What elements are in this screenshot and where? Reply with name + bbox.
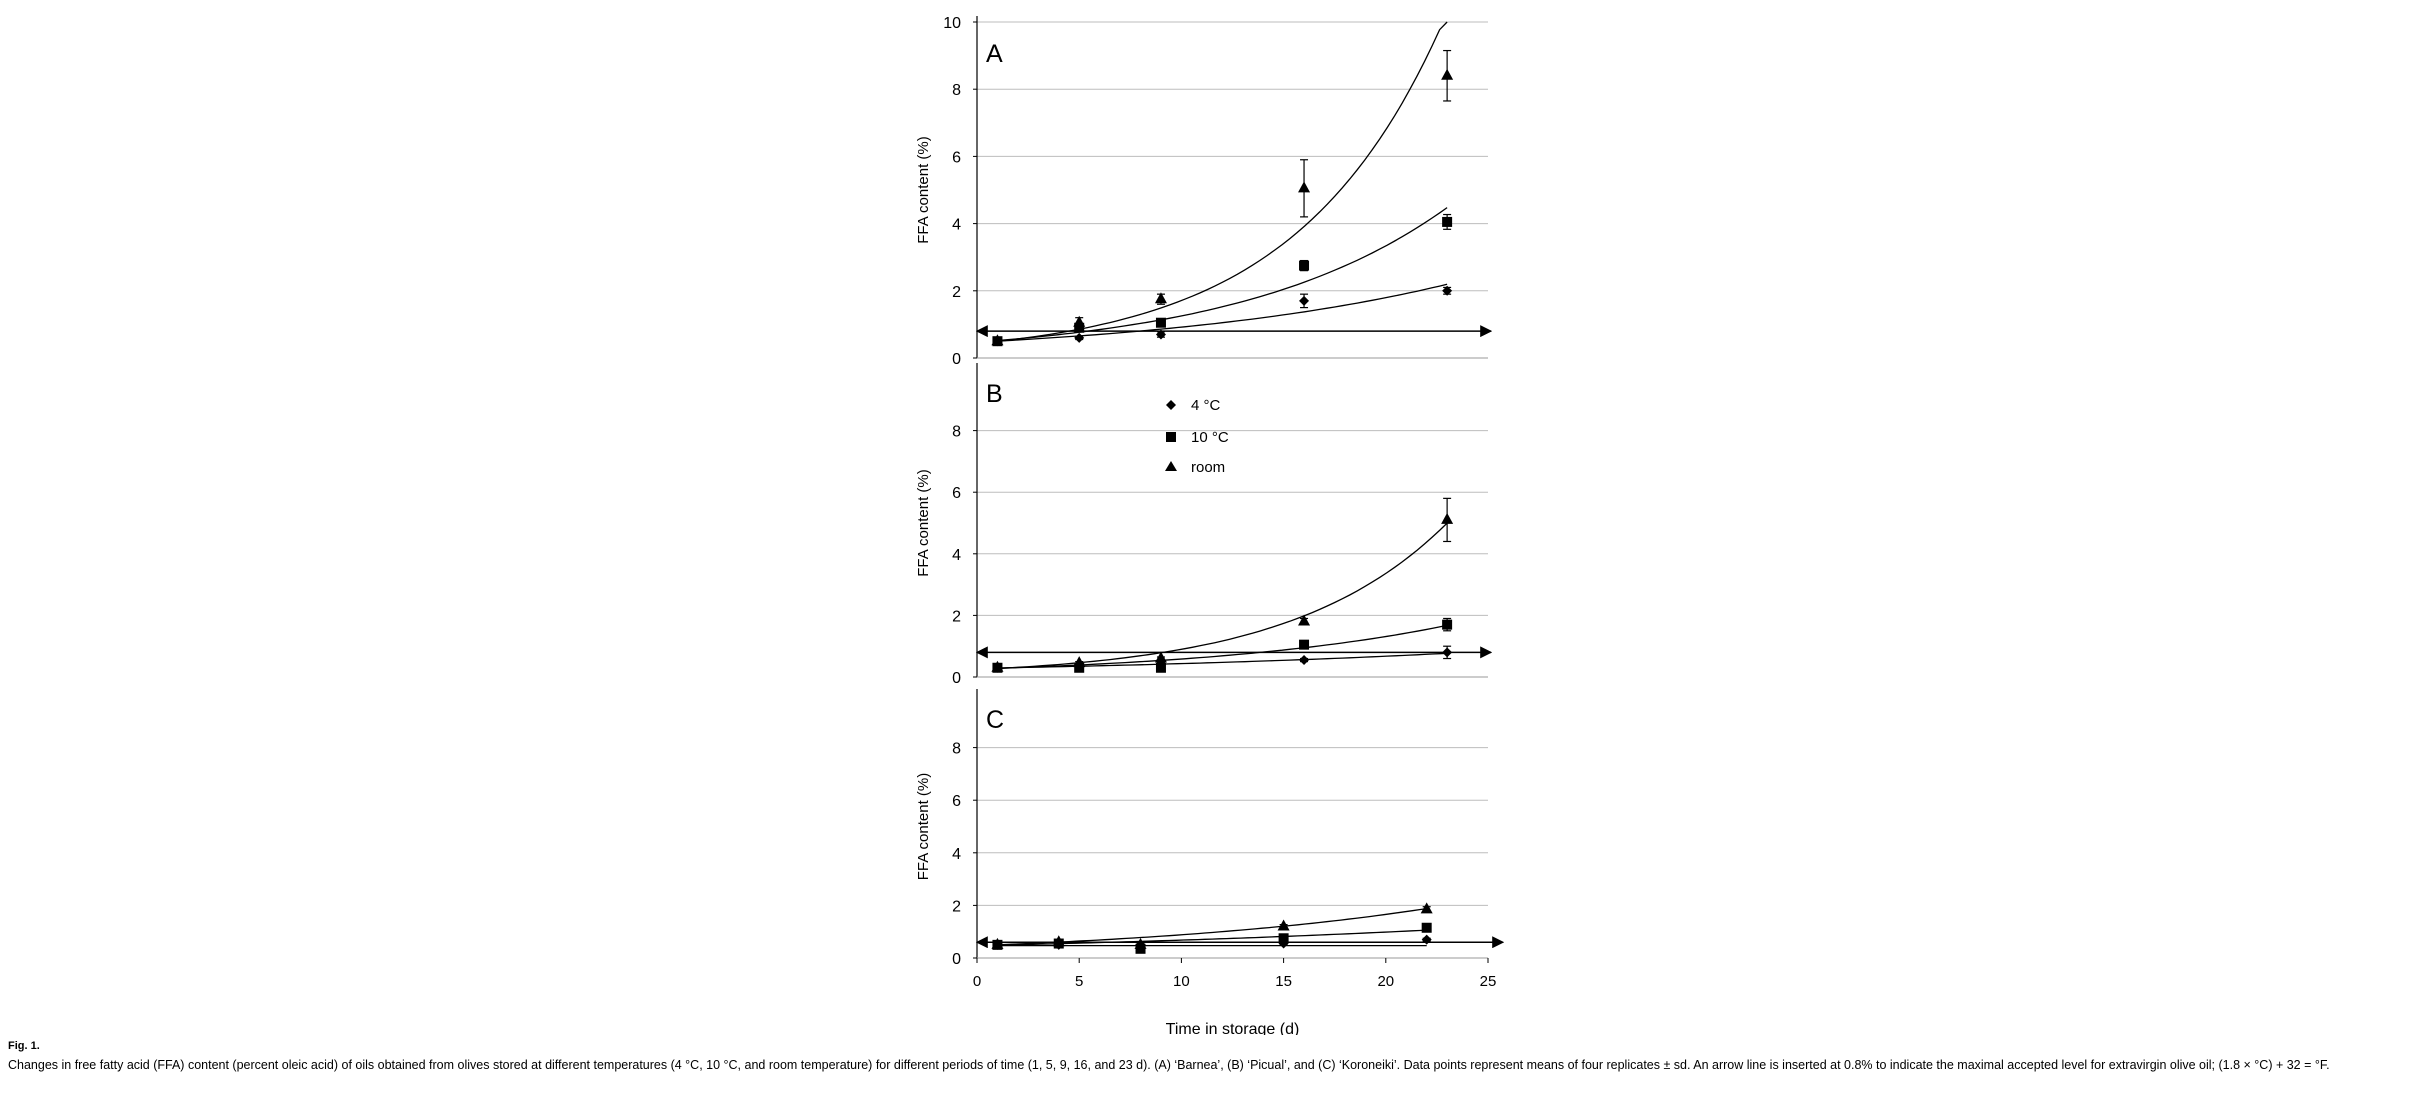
y-axis-label: FFA content (%) <box>915 469 932 577</box>
data-point-triangle <box>1420 902 1433 914</box>
trend-line <box>997 652 1448 669</box>
y-tick-label: 6 <box>952 485 961 502</box>
y-tick-label: 0 <box>952 670 961 687</box>
data-point-square <box>1421 922 1432 933</box>
legend-label: 10 °C <box>1191 429 1229 446</box>
data-point-diamond <box>1155 329 1166 340</box>
series-triangle <box>991 497 1454 672</box>
figure-label: Fig. 1. <box>8 1040 40 1052</box>
panel-label: A <box>986 40 1003 68</box>
legend-marker-square <box>1166 432 1176 442</box>
trend-line <box>997 929 1427 946</box>
x-tick-label: 0 <box>973 973 981 990</box>
y-tick-label: 2 <box>952 608 961 625</box>
figure-chart: 0 2 4 6 8 10 FFA content (%) A 0 2 4 6 8 FFA content … <box>915 15 1505 1035</box>
y-axis-label: FFA content (%) <box>915 773 932 881</box>
series-diamond <box>992 645 1453 673</box>
data-point-triangle <box>1052 935 1065 947</box>
y-tick-label: 0 <box>952 351 961 368</box>
y-tick-label: 4 <box>952 846 961 863</box>
y-tick-label: 8 <box>952 82 961 99</box>
data-point-square <box>1074 662 1085 673</box>
data-point-triangle <box>991 937 1004 949</box>
legend-marker-triangle <box>1165 461 1177 471</box>
data-point-diamond <box>1442 285 1453 296</box>
trend-line <box>997 522 1448 670</box>
trend-line <box>997 907 1427 946</box>
panel-B: 0 2 4 6 8 FFA content (%) B 4 °C 10 °C room <box>915 363 1493 687</box>
x-tick-label: 25 <box>1480 973 1497 990</box>
legend-label: 4 °C <box>1191 397 1221 414</box>
trend-line <box>997 21 1448 343</box>
data-point-diamond <box>1421 934 1432 945</box>
y-tick-label: 2 <box>952 284 961 301</box>
y-tick-label: 8 <box>952 424 961 441</box>
data-point-diamond <box>1299 655 1310 666</box>
data-point-square <box>1278 933 1289 944</box>
trend-line <box>997 283 1448 342</box>
y-tick-label: 0 <box>952 951 961 968</box>
data-point-triangle <box>1298 181 1311 193</box>
data-point-triangle <box>991 334 1004 346</box>
x-tick-label: 5 <box>1075 973 1083 990</box>
x-tick-label: 15 <box>1275 973 1292 990</box>
y-tick-label: 8 <box>952 741 961 758</box>
legend-marker-diamond <box>1166 400 1176 410</box>
figure-caption: Fig. 1. Changes in free fatty acid (FFA)… <box>8 1038 2408 1074</box>
data-point-triangle <box>1134 937 1147 949</box>
series-diamond <box>992 283 1453 347</box>
data-point-diamond <box>1074 332 1085 343</box>
data-point-square <box>1442 216 1453 227</box>
series-triangle <box>991 902 1433 949</box>
data-point-square <box>1299 639 1310 650</box>
data-point-triangle <box>991 660 1004 672</box>
data-point-triangle <box>1441 512 1454 524</box>
data-point-triangle <box>1298 614 1311 626</box>
data-point-square <box>1155 317 1166 328</box>
panel-A: 0 2 4 6 8 10 FFA content (%) A <box>915 15 1493 368</box>
y-tick-label: 2 <box>952 898 961 915</box>
y-axis-label: FFA content (%) <box>915 136 932 244</box>
data-point-triangle <box>1441 68 1454 80</box>
x-tick-label: 20 <box>1377 973 1394 990</box>
x-axis-label: Time in storage (d) <box>1166 1021 1300 1035</box>
data-point-triangle <box>1073 656 1086 668</box>
y-tick-label: 4 <box>952 547 961 564</box>
data-point-triangle <box>1154 651 1167 663</box>
series-triangle <box>991 21 1454 346</box>
data-point-triangle <box>1154 292 1167 304</box>
y-tick-label: 10 <box>943 15 961 32</box>
legend-label: room <box>1191 459 1225 476</box>
trend-line <box>997 207 1448 342</box>
data-point-diamond <box>1299 295 1310 306</box>
data-point-triangle <box>1073 315 1086 327</box>
y-tick-label: 6 <box>952 793 961 810</box>
y-tick-label: 4 <box>952 217 961 234</box>
x-tick-label: 10 <box>1173 973 1190 990</box>
trend-line <box>997 624 1448 669</box>
panel-label: C <box>986 706 1004 734</box>
legend: 4 °C 10 °C room <box>1165 397 1229 476</box>
y-tick-label: 6 <box>952 149 961 166</box>
panel-C: 0 2 4 6 8 0 5 10 15 20 25 Time in storage (d) FFA co… <box>915 689 1505 1035</box>
data-point-diamond <box>1442 647 1453 658</box>
data-point-square <box>1155 662 1166 673</box>
data-point-square <box>1299 260 1310 271</box>
data-point-triangle <box>1277 919 1290 931</box>
panel-label: B <box>986 380 1003 408</box>
series-square <box>992 207 1453 347</box>
data-point-square <box>1442 619 1453 630</box>
caption-text: Changes in free fatty acid (FFA) content… <box>8 1058 2330 1072</box>
